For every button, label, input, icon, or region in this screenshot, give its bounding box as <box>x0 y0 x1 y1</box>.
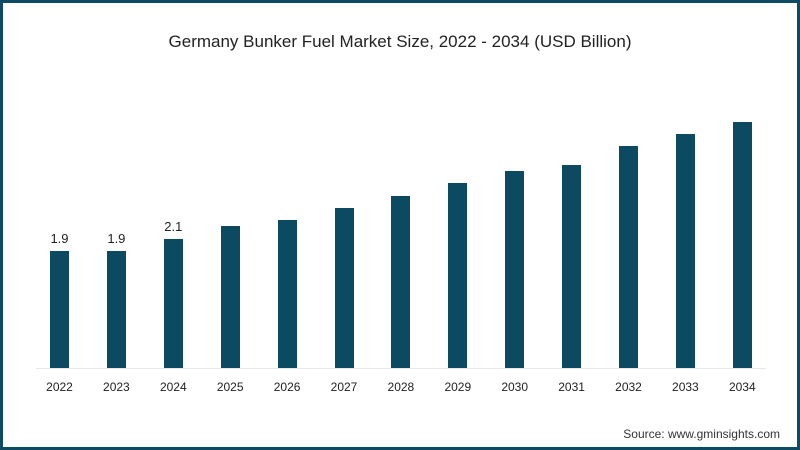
x-tick-label: 2032 <box>615 380 642 394</box>
x-tick-label: 2022 <box>46 380 73 394</box>
x-tick-label: 2030 <box>501 380 529 394</box>
data-label: 1.9 <box>50 230 69 246</box>
bar-2028 <box>391 195 411 368</box>
bar-2024 <box>163 238 183 368</box>
x-axis-line <box>36 368 766 369</box>
bar-2023 <box>106 250 126 368</box>
bar-2027 <box>334 207 354 368</box>
bar-2022 <box>50 250 69 368</box>
bar-2029 <box>448 183 468 368</box>
x-tick-label: 2028 <box>387 380 415 394</box>
chart-title: Germany Bunker Fuel Market Size, 2022 - … <box>168 32 632 51</box>
bar-2032 <box>619 146 638 368</box>
bar-2026 <box>277 220 297 368</box>
x-tick-label: 2023 <box>103 380 130 394</box>
x-tick-label: 2033 <box>672 380 699 394</box>
x-tick-label: 2026 <box>273 380 301 394</box>
bar-2025 <box>220 226 240 368</box>
x-tick-label: 2027 <box>330 380 358 394</box>
x-tick-label: 2029 <box>444 380 472 394</box>
bar-2030 <box>505 170 525 368</box>
data-label: 1.9 <box>107 230 126 246</box>
x-tick-label: 2031 <box>558 380 585 394</box>
data-label: 2.1 <box>164 218 183 234</box>
x-tick-label: 2024 <box>159 380 187 394</box>
source-note: Source: www.gminsights.com <box>623 427 780 441</box>
x-tick-label: 2034 <box>728 380 756 394</box>
bar-2034 <box>732 121 752 368</box>
x-tick-label: 2025 <box>216 380 244 394</box>
bar-2031 <box>562 164 582 368</box>
bar-2033 <box>675 133 695 368</box>
